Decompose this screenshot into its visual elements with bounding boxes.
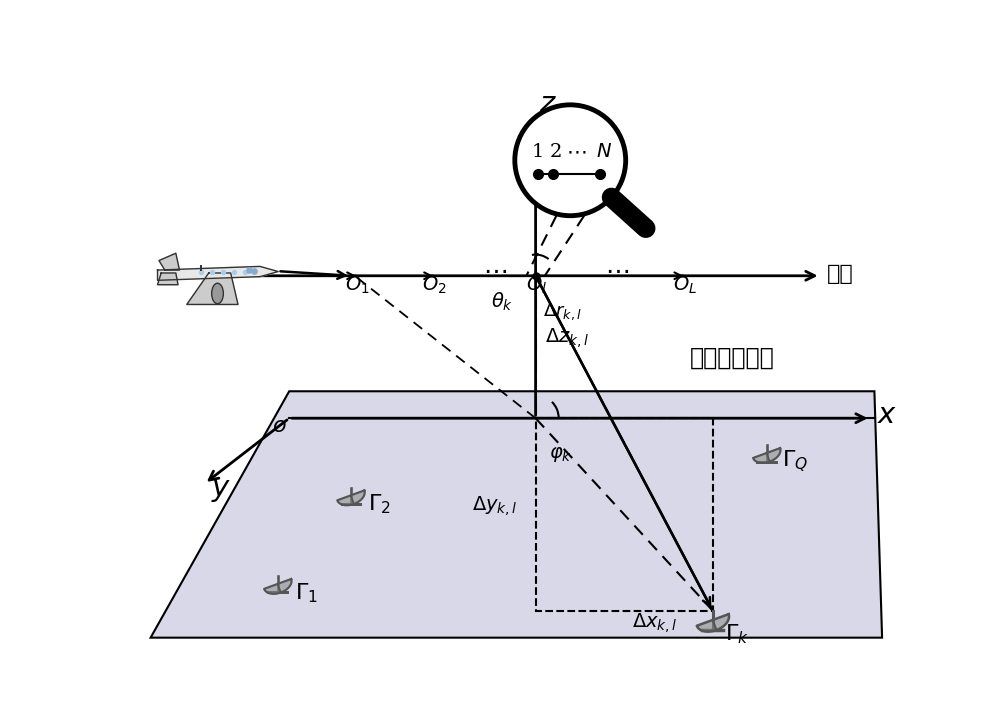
Text: $\Gamma_k$: $\Gamma_k$ <box>725 622 749 645</box>
Text: $x$: $x$ <box>877 400 897 429</box>
Text: $y$: $y$ <box>211 475 231 504</box>
Text: $O_l$: $O_l$ <box>526 275 547 296</box>
Text: $O_2$: $O_2$ <box>422 275 447 296</box>
Text: $\theta_k$: $\theta_k$ <box>491 291 513 314</box>
Text: 大地或海平面: 大地或海平面 <box>690 346 774 370</box>
Polygon shape <box>158 273 178 285</box>
Text: $\Gamma_Q$: $\Gamma_Q$ <box>782 449 808 474</box>
Text: $O_L$: $O_L$ <box>673 275 697 296</box>
Text: 航迹: 航迹 <box>827 264 853 284</box>
Text: 2: 2 <box>549 143 562 161</box>
Ellipse shape <box>212 283 223 303</box>
Text: $\Delta y_{k,l}$: $\Delta y_{k,l}$ <box>472 494 518 518</box>
Text: $o$: $o$ <box>272 415 287 437</box>
Text: $\Gamma_2$: $\Gamma_2$ <box>368 493 391 516</box>
Text: $\Gamma_1$: $\Gamma_1$ <box>295 582 318 605</box>
Text: $\Delta z_{k,l}$: $\Delta z_{k,l}$ <box>545 327 589 351</box>
Text: $\varphi_k$: $\varphi_k$ <box>549 445 573 464</box>
Text: $\cdots$: $\cdots$ <box>605 258 629 282</box>
Text: $\Delta x_{k,l}$: $\Delta x_{k,l}$ <box>632 611 677 635</box>
Polygon shape <box>264 579 292 594</box>
Polygon shape <box>151 391 882 637</box>
Text: $N$: $N$ <box>596 143 612 161</box>
Text: $z$: $z$ <box>539 89 557 118</box>
Text: $\Delta r_{k,l}$: $\Delta r_{k,l}$ <box>543 301 582 322</box>
Text: $O_1$: $O_1$ <box>345 275 370 296</box>
Polygon shape <box>753 448 780 463</box>
Text: $\cdots$: $\cdots$ <box>483 258 507 282</box>
Polygon shape <box>187 273 238 304</box>
Polygon shape <box>697 614 729 632</box>
Polygon shape <box>159 253 179 270</box>
Text: $\cdots$: $\cdots$ <box>566 141 587 161</box>
Circle shape <box>515 105 626 216</box>
Polygon shape <box>337 491 365 505</box>
Polygon shape <box>158 266 278 280</box>
Text: 1: 1 <box>532 143 544 161</box>
